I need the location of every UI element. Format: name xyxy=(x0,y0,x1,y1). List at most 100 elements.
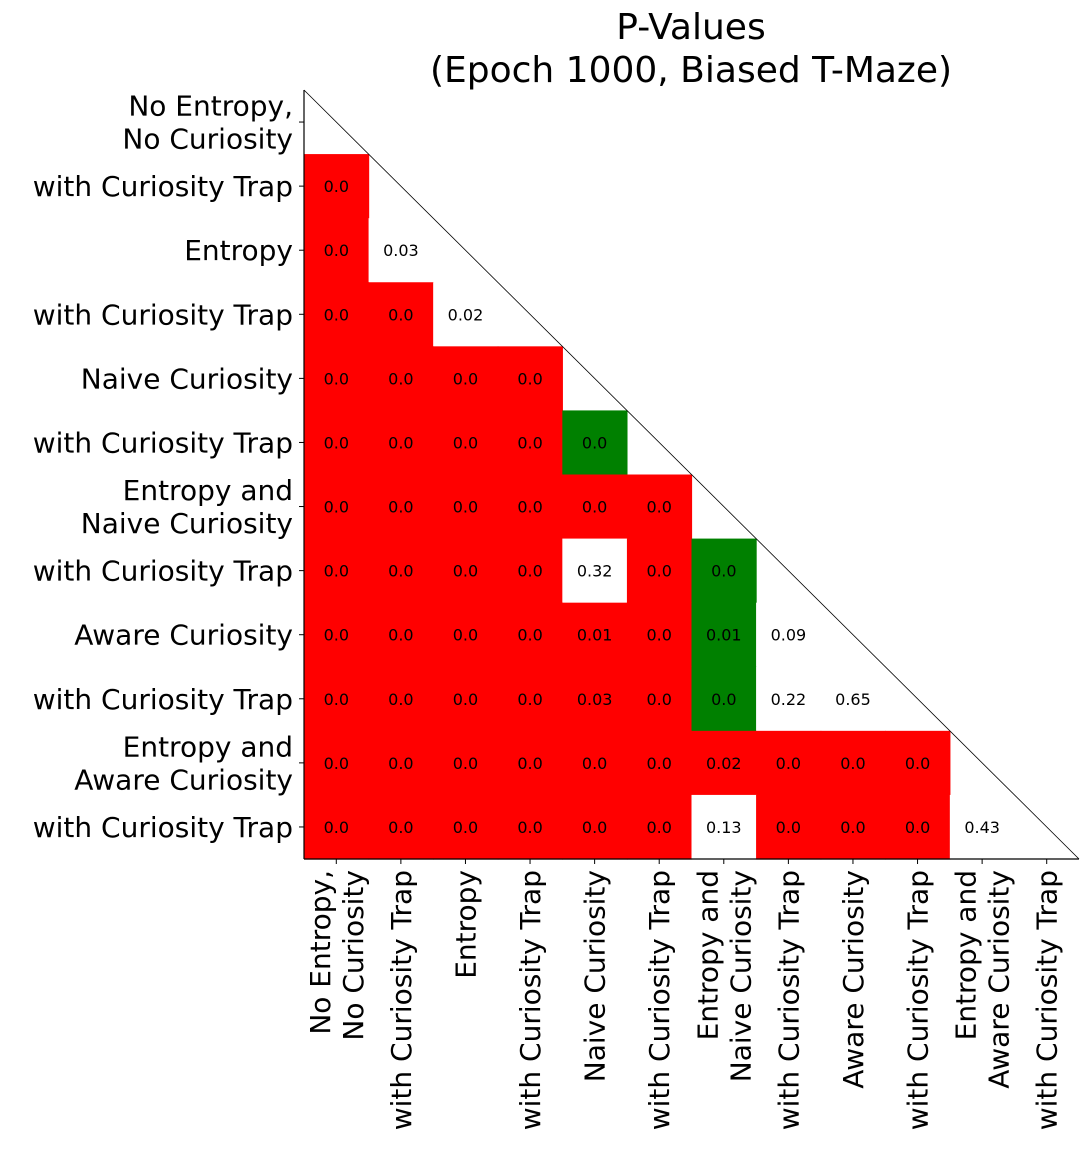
row-label: Aware Curiosity xyxy=(74,619,293,652)
cell-value-label: 0.0 xyxy=(388,754,413,773)
cell-value-label: 0.0 xyxy=(646,626,671,645)
cell-value-label: 0.0 xyxy=(776,754,801,773)
heatmap-cells: 0.0 0.0 0.03 0.0 0.0 0.02 0.0 0.0 0.0 0.0 0.0 0.0 0.… xyxy=(304,154,1016,860)
row-label: with Curiosity Trap xyxy=(33,683,293,716)
cell-value-label: 0.02 xyxy=(706,754,742,773)
column-label: Aware Curiosity xyxy=(837,870,870,1089)
cell-value-label: 0.0 xyxy=(388,498,413,517)
cell-value-label: 0.0 xyxy=(517,433,542,452)
cell-value-label: 0.0 xyxy=(388,562,413,581)
heatmap-cell xyxy=(497,538,563,604)
row-labels: No Entropy, No Curiosity with Curiosity Tr… xyxy=(33,90,304,844)
cell-value-label: 0.01 xyxy=(577,626,613,645)
cell-value-label: 0.0 xyxy=(324,498,349,517)
cell-value-label: 0.0 xyxy=(582,498,607,517)
heatmap-cell xyxy=(433,410,499,476)
column-label: with Curiosity Trap xyxy=(902,870,935,1130)
column-label: with Curiosity Trap xyxy=(1031,870,1064,1130)
heatmap-cell xyxy=(433,794,499,860)
column-label: Entropy andAware Curiosity xyxy=(950,870,1016,1089)
heatmap-cell xyxy=(562,794,628,860)
cell-value-label: 0.13 xyxy=(706,818,742,837)
heatmap-cell xyxy=(304,538,370,604)
cell-value-label: 0.0 xyxy=(517,562,542,581)
heatmap-cell xyxy=(368,410,434,476)
heatmap-cell xyxy=(368,602,434,668)
column-label: No Entropy,No Curiosity xyxy=(304,870,370,1041)
heatmap-cell xyxy=(756,666,822,732)
heatmap-cell xyxy=(497,410,563,476)
heatmap-cell xyxy=(691,730,757,796)
heatmap-axes xyxy=(303,90,1079,860)
heatmap-cell xyxy=(691,602,757,668)
cell-value-label: 0.0 xyxy=(453,754,478,773)
cell-value-label: 0.65 xyxy=(835,690,871,709)
heatmap-cell xyxy=(433,282,499,347)
heatmap-cell xyxy=(626,538,693,604)
row-label: with Curiosity Trap xyxy=(33,298,293,331)
heatmap-cell xyxy=(368,346,434,412)
cell-value-label: 0.0 xyxy=(388,433,413,452)
heatmap-cell xyxy=(304,474,370,540)
heatmap-cell xyxy=(820,730,886,796)
cell-value-label: 0.0 xyxy=(582,433,607,452)
cell-value-label: 0.0 xyxy=(453,562,478,581)
cell-value-label: 0.0 xyxy=(453,626,478,645)
heatmap-cell xyxy=(304,410,370,476)
cell-value-label: 0.0 xyxy=(324,433,349,452)
row-label: with Curiosity Trap xyxy=(33,811,293,844)
column-label: Entropy andNaive Curiosity xyxy=(691,870,757,1082)
column-label: with Curiosity Trap xyxy=(643,870,676,1130)
heatmap-cell xyxy=(304,282,370,347)
cell-value-label: 0.32 xyxy=(577,562,613,581)
heatmap-cell xyxy=(433,666,499,732)
heatmap-cell xyxy=(368,794,434,860)
heatmap-cell xyxy=(368,538,434,604)
heatmap-cell xyxy=(304,730,370,796)
cell-value-label: 0.02 xyxy=(448,305,484,324)
cell-value-label: 0.0 xyxy=(453,690,478,709)
cell-value-label: 0.0 xyxy=(388,690,413,709)
cell-value-label: 0.0 xyxy=(905,818,930,837)
cell-value-label: 0.0 xyxy=(711,562,736,581)
cell-value-label: 0.0 xyxy=(646,498,671,517)
row-label: with Curiosity Trap xyxy=(33,426,293,459)
row-label: Entropy and Aware Curiosity xyxy=(74,730,293,796)
cell-value-label: 0.0 xyxy=(453,818,478,837)
heatmap-cell xyxy=(626,474,693,540)
diagonal-boundary xyxy=(303,89,1080,860)
heatmap-cell xyxy=(368,282,434,347)
column-label: with Curiosity Trap xyxy=(385,870,418,1130)
heatmap-cell xyxy=(304,666,370,732)
cell-value-label: 0.0 xyxy=(324,177,349,196)
heatmap-cell xyxy=(626,730,693,796)
cell-value-label: 0.0 xyxy=(324,754,349,773)
cell-value-label: 0.0 xyxy=(582,754,607,773)
cell-value-label: 0.0 xyxy=(517,818,542,837)
cell-value-label: 0.0 xyxy=(517,754,542,773)
heatmap-cell xyxy=(497,794,563,860)
heatmap-cell xyxy=(756,730,822,796)
cell-value-label: 0.0 xyxy=(324,562,349,581)
heatmap-cell xyxy=(626,602,693,668)
heatmap-cell xyxy=(368,666,434,732)
heatmap-cell xyxy=(368,730,434,796)
cell-value-label: 0.0 xyxy=(517,369,542,388)
diagonal-line xyxy=(303,89,1080,860)
cell-value-label: 0.0 xyxy=(840,818,865,837)
column-labels: No Entropy,No Curiosity with Curiosity Tr… xyxy=(304,859,1064,1130)
heatmap-cell xyxy=(691,666,757,732)
heatmap-cell xyxy=(756,794,822,860)
row-label: Entropy xyxy=(184,234,293,267)
cell-value-label: 0.0 xyxy=(388,369,413,388)
cell-value-label: 0.0 xyxy=(711,690,736,709)
cell-value-label: 0.09 xyxy=(771,626,807,645)
heatmap-cell xyxy=(497,602,563,668)
heatmap-cell xyxy=(433,474,499,540)
heatmap-cell xyxy=(433,730,499,796)
heatmap-cell xyxy=(433,346,499,412)
chart-title-line-2: (Epoch 1000, Biased T-Maze) xyxy=(430,50,952,91)
cell-value-label: 0.22 xyxy=(771,690,807,709)
cell-value-label: 0.0 xyxy=(388,305,413,324)
cell-value-label: 0.01 xyxy=(706,626,742,645)
